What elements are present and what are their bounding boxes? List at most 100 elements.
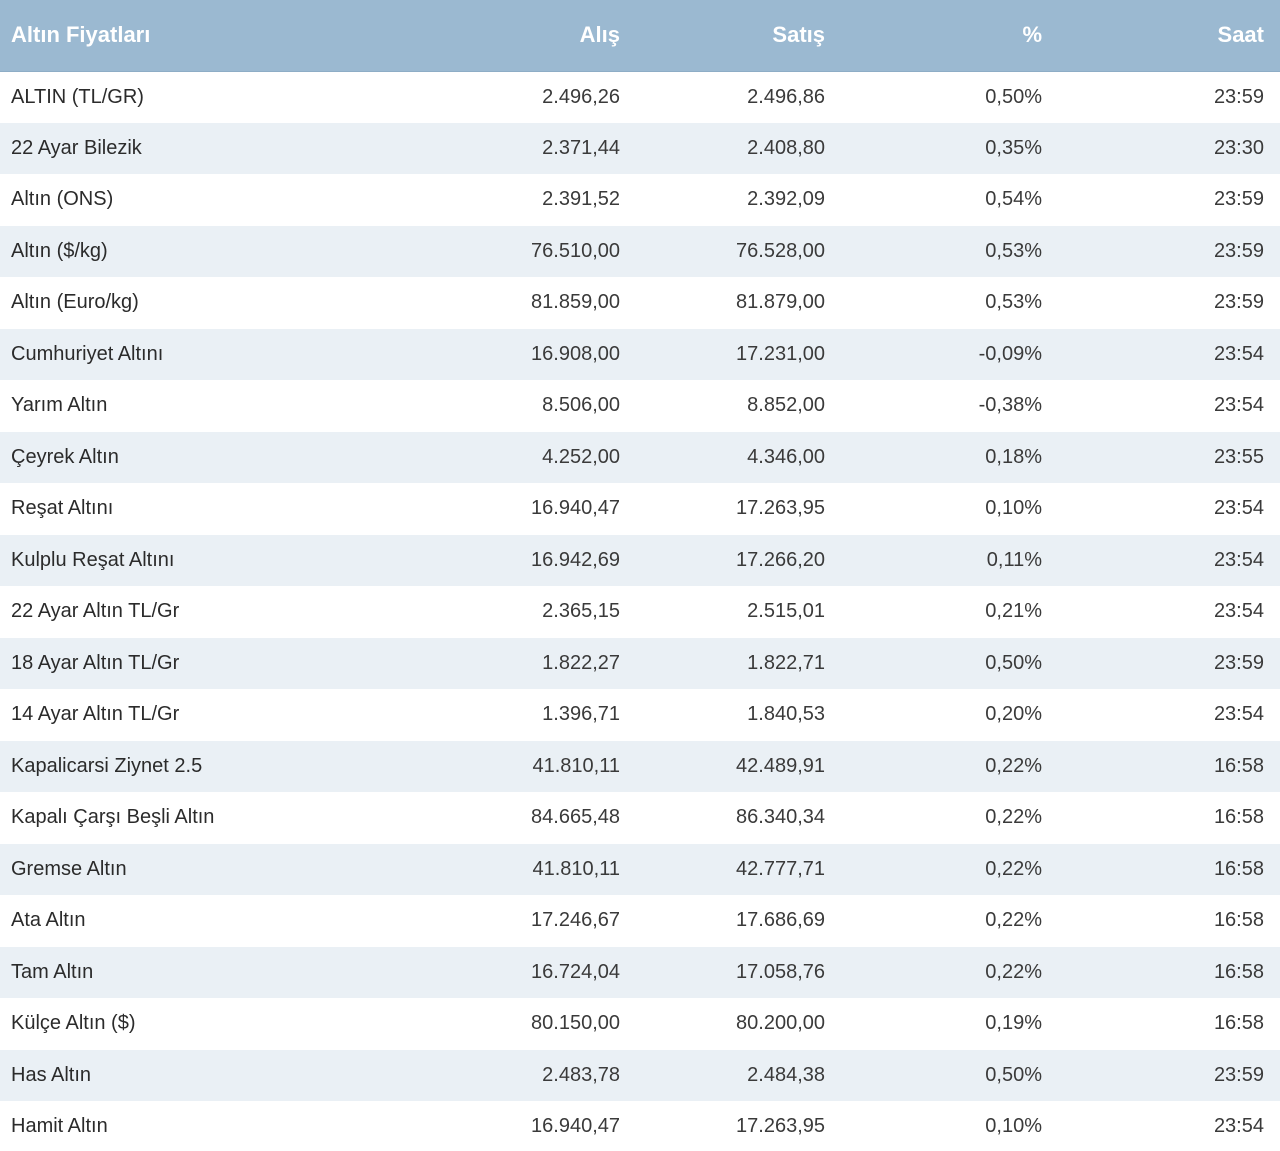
row-time: 23:59 — [1066, 71, 1280, 123]
row-sell-price: 2.484,38 — [655, 1049, 860, 1101]
row-name: Kapalı Çarşı Beşli Altın — [0, 792, 440, 844]
row-buy-price: 1.396,71 — [440, 689, 655, 741]
row-name: Altın ($/kg) — [0, 225, 440, 277]
row-change-percent: 0,22% — [860, 946, 1066, 998]
row-name: Çeyrek Altın — [0, 431, 440, 483]
row-sell-price: 1.840,53 — [655, 689, 860, 741]
row-time: 16:58 — [1066, 792, 1280, 844]
row-change-percent: 0,10% — [860, 483, 1066, 535]
row-time: 23:59 — [1066, 277, 1280, 329]
table-row: Altın ($/kg) 76.510,00 76.528,00 0,53% 23:59 — [0, 225, 1280, 277]
row-buy-price: 8.506,00 — [440, 380, 655, 432]
row-buy-price: 2.483,78 — [440, 1049, 655, 1101]
table-row: Altın (ONS) 2.391,52 2.392,09 0,54% 23:59 — [0, 174, 1280, 226]
row-sell-price: 8.852,00 — [655, 380, 860, 432]
row-name: Hamit Altın — [0, 1101, 440, 1151]
row-change-percent: 0,11% — [860, 534, 1066, 586]
row-buy-price: 80.150,00 — [440, 998, 655, 1050]
row-change-percent: -0,38% — [860, 380, 1066, 432]
row-name: Cumhuriyet Altını — [0, 328, 440, 380]
row-time: 23:54 — [1066, 483, 1280, 535]
row-sell-price: 1.822,71 — [655, 637, 860, 689]
header-buy: Alış — [440, 0, 655, 72]
row-time: 16:58 — [1066, 946, 1280, 998]
table-row: ALTIN (TL/GR) 2.496,26 2.496,86 0,50% 23:59 — [0, 71, 1280, 123]
row-time: 23:59 — [1066, 174, 1280, 226]
row-change-percent: -0,09% — [860, 328, 1066, 380]
row-name: Kulplu Reşat Altını — [0, 534, 440, 586]
table-row: Cumhuriyet Altını 16.908,00 17.231,00 -0,09… — [0, 328, 1280, 380]
row-sell-price: 80.200,00 — [655, 998, 860, 1050]
row-sell-price: 17.058,76 — [655, 946, 860, 998]
row-buy-price: 4.252,00 — [440, 431, 655, 483]
row-sell-price: 17.686,69 — [655, 895, 860, 947]
table-row: Tam Altın 16.724,04 17.058,76 0,22% 16:58 — [0, 946, 1280, 998]
table-row: Kapalicarsi Ziynet 2.5 41.810,11 42.489,91… — [0, 740, 1280, 792]
header-name: Altın Fiyatları — [0, 0, 440, 72]
row-change-percent: 0,53% — [860, 225, 1066, 277]
table-row: Altın (Euro/kg) 81.859,00 81.879,00 0,53% 23… — [0, 277, 1280, 329]
table-row: Reşat Altını 16.940,47 17.263,95 0,10% 23:54 — [0, 483, 1280, 535]
row-name: Altın (Euro/kg) — [0, 277, 440, 329]
row-buy-price: 1.822,27 — [440, 637, 655, 689]
row-time: 23:54 — [1066, 534, 1280, 586]
row-sell-price: 76.528,00 — [655, 225, 860, 277]
row-buy-price: 76.510,00 — [440, 225, 655, 277]
row-sell-price: 42.777,71 — [655, 843, 860, 895]
row-name: 22 Ayar Bilezik — [0, 122, 440, 174]
row-change-percent: 0,22% — [860, 792, 1066, 844]
row-buy-price: 16.908,00 — [440, 328, 655, 380]
row-change-percent: 0,19% — [860, 998, 1066, 1050]
table-header: Altın Fiyatları Alış Satış % Saat — [0, 0, 1280, 72]
table-row: Kapalı Çarşı Beşli Altın 84.665,48 86.340,… — [0, 792, 1280, 844]
row-change-percent: 0,50% — [860, 637, 1066, 689]
row-change-percent: 0,35% — [860, 122, 1066, 174]
row-name: Altın (ONS) — [0, 174, 440, 226]
table-row: Hamit Altın 16.940,47 17.263,95 0,10% 23:54 — [0, 1101, 1280, 1151]
table-row: 18 Ayar Altın TL/Gr 1.822,27 1.822,71 0,50%… — [0, 637, 1280, 689]
row-name: Gremse Altın — [0, 843, 440, 895]
table-row: Ata Altın 17.246,67 17.686,69 0,22% 16:58 — [0, 895, 1280, 947]
row-buy-price: 16.940,47 — [440, 483, 655, 535]
row-sell-price: 2.496,86 — [655, 71, 860, 123]
row-change-percent: 0,21% — [860, 586, 1066, 638]
row-change-percent: 0,54% — [860, 174, 1066, 226]
row-buy-price: 2.365,15 — [440, 586, 655, 638]
header-change: % — [860, 0, 1066, 72]
row-time: 16:58 — [1066, 843, 1280, 895]
row-sell-price: 17.266,20 — [655, 534, 860, 586]
row-time: 23:54 — [1066, 689, 1280, 741]
row-sell-price: 4.346,00 — [655, 431, 860, 483]
row-sell-price: 42.489,91 — [655, 740, 860, 792]
row-change-percent: 0,20% — [860, 689, 1066, 741]
row-name: Külçe Altın ($) — [0, 998, 440, 1050]
row-name: Tam Altın — [0, 946, 440, 998]
row-time: 23:59 — [1066, 637, 1280, 689]
table-row: Yarım Altın 8.506,00 8.852,00 -0,38% 23:54 — [0, 380, 1280, 432]
header-row: Altın Fiyatları Alış Satış % Saat — [0, 0, 1280, 72]
row-buy-price: 41.810,11 — [440, 843, 655, 895]
header-time: Saat — [1066, 0, 1280, 72]
row-time: 23:59 — [1066, 225, 1280, 277]
row-sell-price: 2.408,80 — [655, 122, 860, 174]
row-buy-price: 16.942,69 — [440, 534, 655, 586]
row-sell-price: 86.340,34 — [655, 792, 860, 844]
row-buy-price: 2.371,44 — [440, 122, 655, 174]
row-time: 23:59 — [1066, 1049, 1280, 1101]
row-change-percent: 0,50% — [860, 71, 1066, 123]
row-change-percent: 0,53% — [860, 277, 1066, 329]
row-time: 23:30 — [1066, 122, 1280, 174]
table-row: Çeyrek Altın 4.252,00 4.346,00 0,18% 23:55 — [0, 431, 1280, 483]
row-time: 16:58 — [1066, 998, 1280, 1050]
row-time: 23:54 — [1066, 586, 1280, 638]
row-sell-price: 17.263,95 — [655, 1101, 860, 1151]
row-name: ALTIN (TL/GR) — [0, 71, 440, 123]
row-change-percent: 0,50% — [860, 1049, 1066, 1101]
row-change-percent: 0,22% — [860, 895, 1066, 947]
table-row: 22 Ayar Altın TL/Gr 2.365,15 2.515,01 0,21%… — [0, 586, 1280, 638]
row-name: Yarım Altın — [0, 380, 440, 432]
row-time: 23:54 — [1066, 380, 1280, 432]
row-name: Has Altın — [0, 1049, 440, 1101]
row-sell-price: 2.392,09 — [655, 174, 860, 226]
